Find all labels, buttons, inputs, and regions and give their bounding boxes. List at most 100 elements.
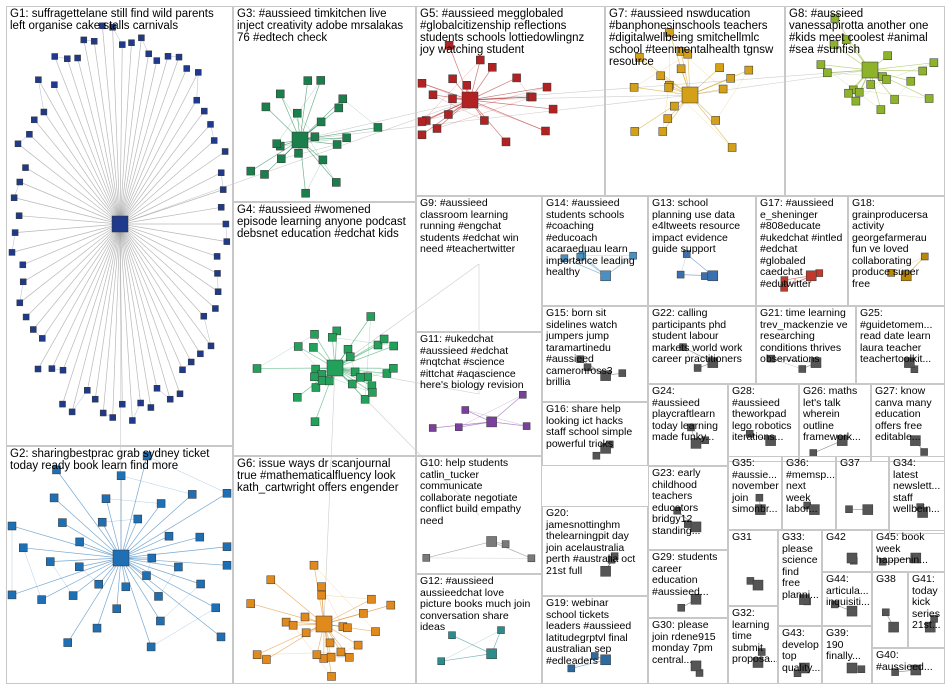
node[interactable] <box>19 543 28 553</box>
node[interactable] <box>679 343 687 351</box>
hub-node[interactable] <box>888 621 899 633</box>
node[interactable] <box>142 451 152 461</box>
node[interactable] <box>34 365 42 373</box>
node[interactable] <box>19 278 27 286</box>
node[interactable] <box>780 276 789 284</box>
hub-node[interactable] <box>910 664 922 676</box>
node[interactable] <box>92 623 102 633</box>
node[interactable] <box>207 342 215 350</box>
node[interactable] <box>217 204 225 211</box>
node[interactable] <box>301 188 310 198</box>
node[interactable] <box>345 352 355 361</box>
node[interactable] <box>212 305 219 312</box>
hub-node[interactable] <box>690 594 702 605</box>
node[interactable] <box>200 312 208 320</box>
node[interactable] <box>187 358 195 366</box>
node[interactable] <box>501 137 511 147</box>
hub-node[interactable] <box>755 504 766 515</box>
node[interactable] <box>522 422 531 430</box>
node[interactable] <box>353 640 363 650</box>
node[interactable] <box>343 623 352 633</box>
hub-node[interactable] <box>600 270 611 282</box>
node[interactable] <box>303 76 313 85</box>
node[interactable] <box>246 166 256 176</box>
node[interactable] <box>920 252 929 261</box>
hub-node[interactable] <box>486 416 497 428</box>
node[interactable] <box>316 76 325 85</box>
node[interactable] <box>527 554 536 563</box>
node[interactable] <box>293 108 302 118</box>
node[interactable] <box>49 493 59 503</box>
node[interactable] <box>682 250 691 258</box>
node[interactable] <box>417 130 427 140</box>
node[interactable] <box>207 121 214 128</box>
node[interactable] <box>176 390 184 398</box>
node[interactable] <box>845 505 853 513</box>
node[interactable] <box>146 642 156 652</box>
node[interactable] <box>16 178 24 186</box>
node[interactable] <box>798 365 807 373</box>
hub-node[interactable] <box>862 504 874 515</box>
node[interactable] <box>216 632 226 642</box>
node[interactable] <box>676 270 685 279</box>
node[interactable] <box>252 364 262 373</box>
node[interactable] <box>222 542 232 551</box>
hub-node[interactable] <box>846 662 858 674</box>
node[interactable] <box>841 35 851 44</box>
node[interactable] <box>348 379 357 389</box>
hub-node[interactable] <box>690 660 702 672</box>
node[interactable] <box>715 63 724 72</box>
node[interactable] <box>920 448 928 456</box>
node[interactable] <box>882 75 891 84</box>
node[interactable] <box>501 540 510 548</box>
node[interactable] <box>99 409 107 417</box>
node[interactable] <box>455 423 463 431</box>
node[interactable] <box>272 139 281 148</box>
node[interactable] <box>857 665 866 673</box>
node[interactable] <box>891 668 899 676</box>
hub-node[interactable] <box>846 605 858 617</box>
hub-node[interactable] <box>690 521 702 533</box>
hub-node[interactable] <box>904 357 915 368</box>
node[interactable] <box>112 604 121 613</box>
node[interactable] <box>851 96 861 106</box>
node[interactable] <box>883 51 892 60</box>
node[interactable] <box>246 599 255 608</box>
hub-node[interactable] <box>917 507 928 518</box>
node[interactable] <box>142 571 151 580</box>
node[interactable] <box>210 137 218 144</box>
node[interactable] <box>80 36 88 44</box>
node[interactable] <box>35 76 42 83</box>
node[interactable] <box>386 600 396 610</box>
node[interactable] <box>890 95 899 104</box>
node[interactable] <box>64 55 71 62</box>
node[interactable] <box>527 92 537 102</box>
node[interactable] <box>309 343 318 352</box>
hub-node[interactable] <box>810 357 822 368</box>
node[interactable] <box>7 590 17 600</box>
node[interactable] <box>252 650 262 659</box>
node[interactable] <box>428 90 438 100</box>
node[interactable] <box>656 71 665 81</box>
node[interactable] <box>366 312 376 321</box>
node[interactable] <box>876 105 886 114</box>
node[interactable] <box>576 252 585 261</box>
node[interactable] <box>51 81 58 88</box>
node[interactable] <box>109 24 116 31</box>
node[interactable] <box>214 270 221 277</box>
node[interactable] <box>300 612 310 622</box>
node[interactable] <box>128 39 135 46</box>
node[interactable] <box>179 366 186 374</box>
node[interactable] <box>318 155 328 165</box>
node[interactable] <box>196 579 205 589</box>
node[interactable] <box>683 49 693 59</box>
node[interactable] <box>918 66 927 76</box>
node[interactable] <box>22 313 30 321</box>
hub-node[interactable] <box>112 549 130 567</box>
hub-node[interactable] <box>461 91 479 109</box>
node[interactable] <box>744 65 754 75</box>
node[interactable] <box>109 414 116 421</box>
node[interactable] <box>373 123 383 132</box>
node[interactable] <box>371 627 380 636</box>
node[interactable] <box>342 133 351 143</box>
